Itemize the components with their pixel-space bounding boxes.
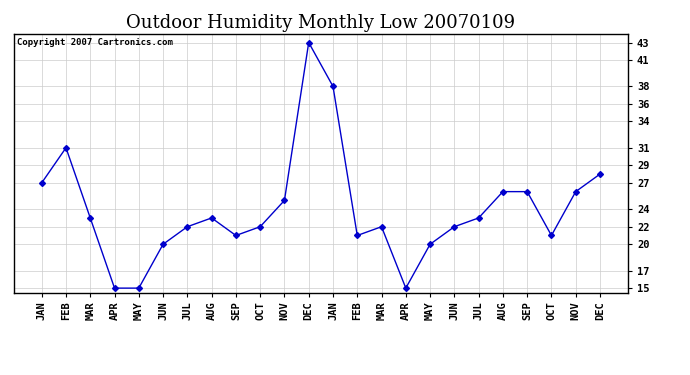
Title: Outdoor Humidity Monthly Low 20070109: Outdoor Humidity Monthly Low 20070109 bbox=[126, 14, 515, 32]
Text: Copyright 2007 Cartronics.com: Copyright 2007 Cartronics.com bbox=[17, 38, 172, 46]
